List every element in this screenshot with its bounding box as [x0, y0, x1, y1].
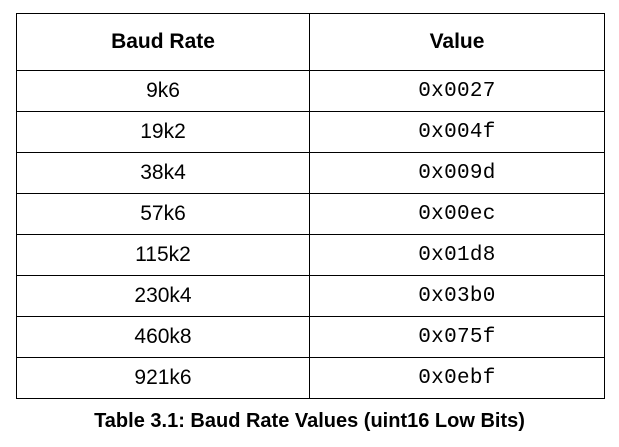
- value-cell: 0x0ebf: [309, 357, 605, 399]
- header-value: Value: [309, 13, 605, 71]
- value-cell: 0x01d8: [309, 234, 605, 276]
- baud-rate-table-container: Baud Rate Value 9k6 0x0027 19k2 0x004f 3…: [16, 13, 605, 399]
- baud-rate-cell: 9k6: [16, 70, 310, 112]
- baud-rate-cell: 57k6: [16, 193, 310, 235]
- baud-rate-cell: 19k2: [16, 111, 310, 153]
- value-cell: 0x004f: [309, 111, 605, 153]
- baud-rate-cell: 38k4: [16, 152, 310, 194]
- table-row: 460k8 0x075f: [16, 316, 605, 358]
- table-row: 9k6 0x0027: [16, 70, 605, 112]
- baud-rate-cell: 921k6: [16, 357, 310, 399]
- value-cell: 0x00ec: [309, 193, 605, 235]
- header-baud-rate: Baud Rate: [16, 13, 310, 71]
- value-cell: 0x075f: [309, 316, 605, 358]
- value-cell: 0x009d: [309, 152, 605, 194]
- baud-rate-table: Baud Rate Value 9k6 0x0027 19k2 0x004f 3…: [16, 13, 605, 399]
- table-row: 19k2 0x004f: [16, 111, 605, 153]
- table-row: 230k4 0x03b0: [16, 275, 605, 317]
- value-cell: 0x03b0: [309, 275, 605, 317]
- table-row: 38k4 0x009d: [16, 152, 605, 194]
- table-caption: Table 3.1: Baud Rate Values (uint16 Low …: [94, 410, 525, 432]
- table-row: 921k6 0x0ebf: [16, 357, 605, 399]
- table-row: 57k6 0x00ec: [16, 193, 605, 235]
- baud-rate-cell: 230k4: [16, 275, 310, 317]
- table-header-row: Baud Rate Value: [16, 13, 605, 71]
- value-cell: 0x0027: [309, 70, 605, 112]
- table-row: 115k2 0x01d8: [16, 234, 605, 276]
- baud-rate-cell: 115k2: [16, 234, 310, 276]
- baud-rate-cell: 460k8: [16, 316, 310, 358]
